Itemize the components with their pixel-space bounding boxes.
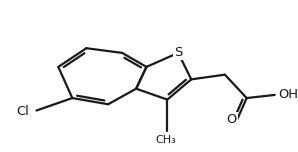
Text: O: O bbox=[226, 113, 237, 126]
Text: S: S bbox=[174, 46, 182, 59]
Text: CH₃: CH₃ bbox=[155, 135, 176, 145]
Text: OH: OH bbox=[278, 88, 298, 101]
Text: Cl: Cl bbox=[16, 105, 29, 118]
